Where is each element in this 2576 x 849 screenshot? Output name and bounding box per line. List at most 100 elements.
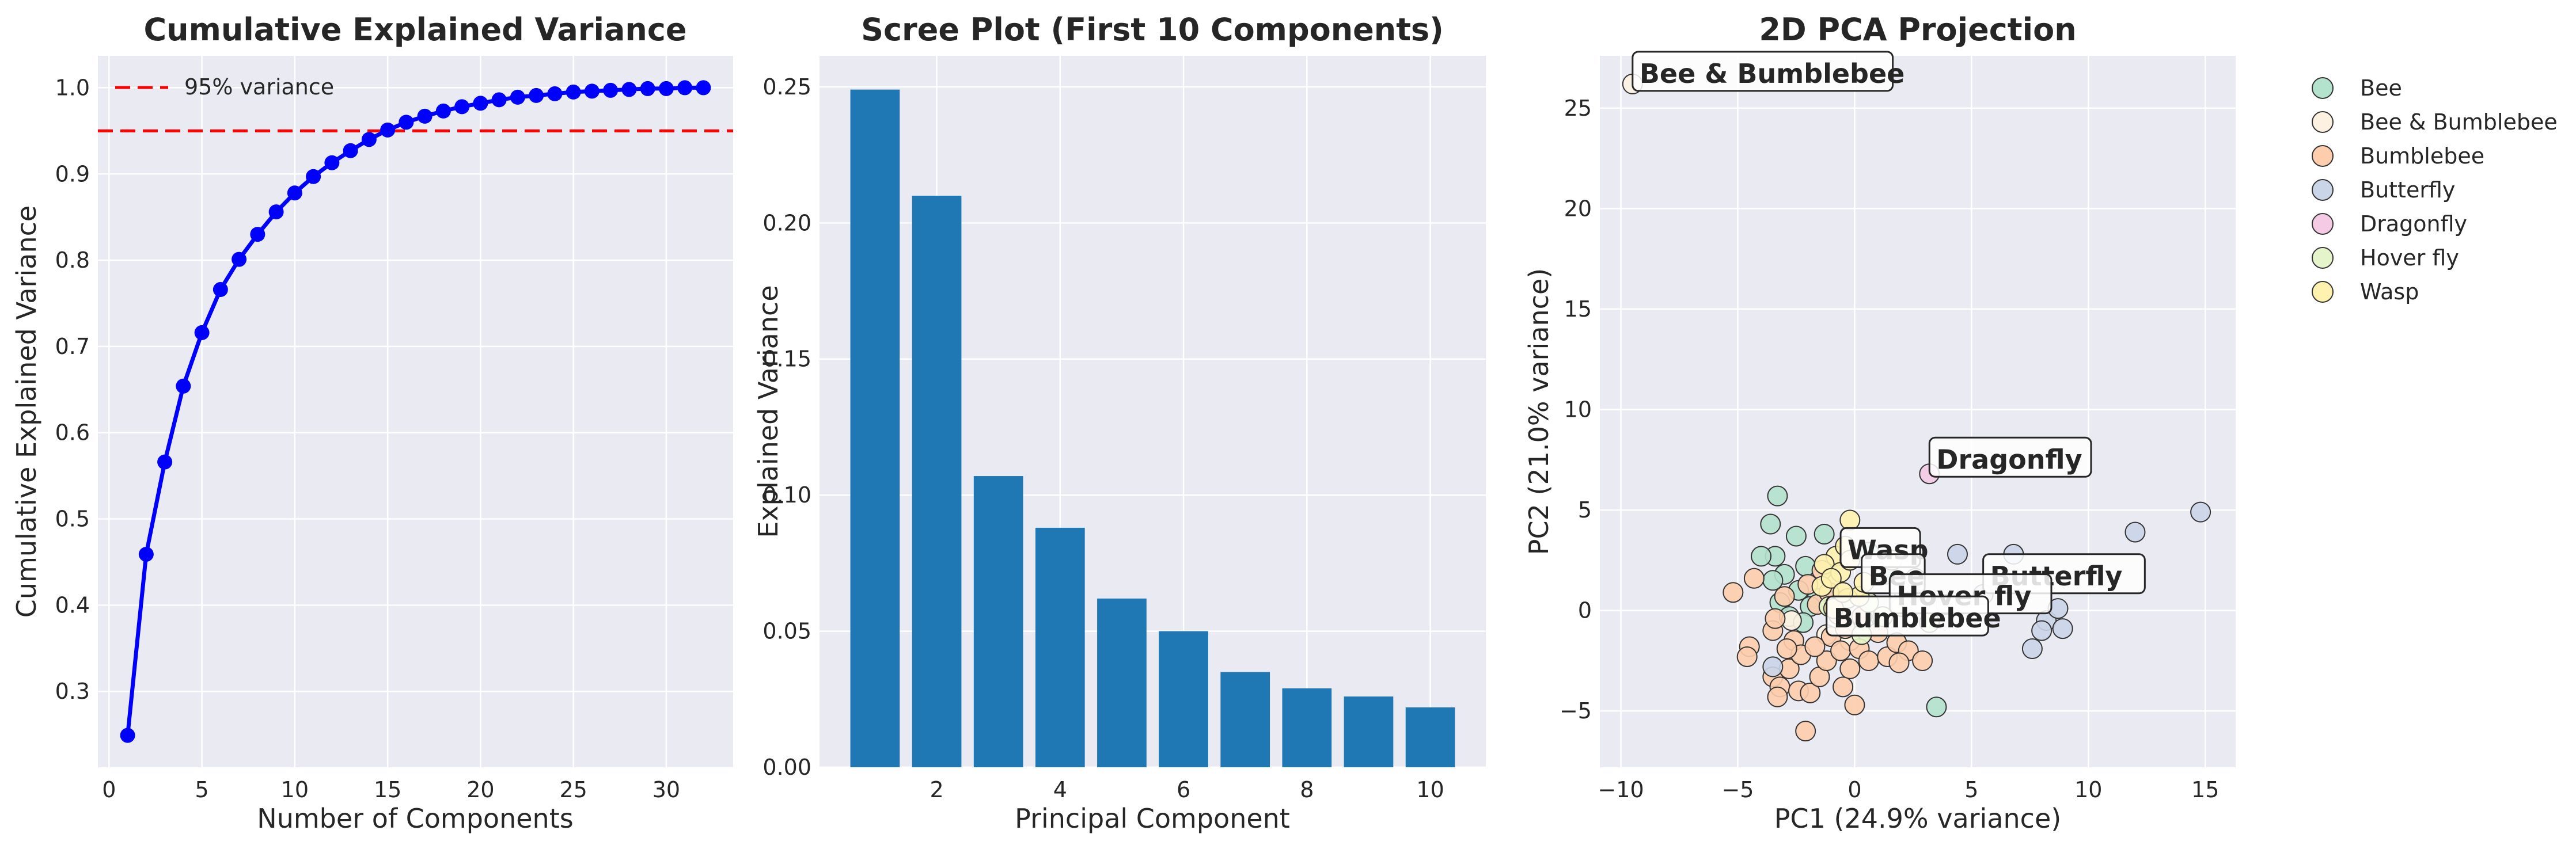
- annotation-box: [1826, 595, 1989, 637]
- point-butterfly: [2052, 618, 2073, 639]
- cumulative-variance-point: [361, 132, 377, 147]
- y-axis-label: Cumulative Explained Variance: [11, 205, 42, 618]
- y-tick-label: 0.15: [762, 347, 811, 372]
- y-axis-label: PC2 (21.0% variance): [1523, 268, 1554, 555]
- point-bee: [1760, 513, 1781, 535]
- y-tick-label: 25: [1564, 96, 1592, 121]
- cumulative-variance-point: [138, 546, 154, 562]
- y-tick-label: 0.8: [55, 248, 90, 273]
- point-butterfly: [2021, 638, 2043, 659]
- y-tick-label: 0.3: [55, 679, 90, 704]
- legend-label: Hover fly: [2360, 245, 2459, 271]
- legend-marker: [2312, 111, 2334, 133]
- point-wasp: [1820, 568, 1842, 589]
- bar-pc5: [1097, 598, 1147, 767]
- point-bumblebee: [1765, 608, 1786, 629]
- annotation-box: [1632, 51, 1894, 92]
- y-tick-labels: 0.00 0.05 0.10 0.15 0.20 0.25: [762, 74, 811, 780]
- cumulative-variance-point: [213, 282, 228, 298]
- x-tick-label: 6: [1177, 777, 1190, 802]
- point-bumblebee: [1816, 650, 1837, 671]
- y-tick-label: 5: [1578, 497, 1592, 523]
- x-tick-labels: −10 −5 0 5 10 15: [1598, 777, 2219, 802]
- legend-marker: [2312, 77, 2334, 99]
- point-butterfly: [1947, 543, 1968, 565]
- point-bee: [1926, 696, 1947, 718]
- y-tick-label: 0.9: [55, 161, 90, 186]
- cumulative-variance-point: [268, 204, 284, 220]
- category-legend: Bee Bee & Bumblebee Bumblebee Butterfly Drag…: [2312, 75, 2558, 304]
- cumulative-variance-point: [566, 84, 581, 100]
- point-bumblebee: [1804, 636, 1826, 657]
- x-tick-label: 5: [1964, 777, 1978, 802]
- legend: 95% variance: [115, 74, 334, 100]
- legend-marker: [2312, 179, 2334, 201]
- annotation-label: Bumblebee: [1834, 603, 2001, 634]
- y-tick-label: 15: [1564, 296, 1592, 322]
- cumulative-variance-point: [324, 155, 340, 170]
- point-bee: [1814, 523, 1835, 545]
- bar-pc8: [1282, 688, 1332, 767]
- cumulative-variance-point: [640, 81, 655, 96]
- legend-label: Bee & Bumblebee: [2360, 109, 2558, 135]
- x-tick-label: 30: [652, 777, 680, 802]
- point-bumblebee: [1736, 646, 1758, 667]
- cumulative-variance-point: [677, 80, 693, 96]
- bar-pc2: [912, 196, 962, 767]
- x-tick-label: 5: [195, 777, 209, 802]
- y-tick-label: 0.4: [55, 592, 90, 618]
- cumulative-variance-point: [343, 143, 358, 158]
- y-axis-label: Explained Variance: [753, 285, 784, 538]
- cumulative-variance-point: [417, 108, 433, 124]
- cumulative-variance-point: [287, 185, 302, 201]
- bar-pc3: [973, 476, 1023, 767]
- y-tick-label: 0: [1578, 598, 1592, 623]
- category-annotations: Bee & BumblebeeDragonflyWaspBeeButterfly…: [1632, 51, 2146, 637]
- legend-label: Butterfly: [2360, 177, 2455, 203]
- x-tick-label: 4: [1053, 777, 1067, 802]
- cumulative-variance-point: [157, 454, 173, 470]
- y-tick-label: 10: [1564, 397, 1592, 422]
- point-bee: [1751, 546, 1772, 567]
- bar-pc7: [1220, 672, 1270, 767]
- x-tick-label: 20: [466, 777, 494, 802]
- cumulative-variance-point: [621, 82, 637, 97]
- annotation-box: [1928, 436, 2092, 478]
- y-tick-label: 20: [1564, 196, 1592, 221]
- cumulative-variance-point: [658, 81, 674, 96]
- bar-pc6: [1159, 631, 1208, 767]
- legend-label: Dragonfly: [2360, 211, 2467, 237]
- cumulative-variance-markers: [120, 80, 711, 743]
- legend-marker: [2312, 281, 2334, 303]
- point-bumblebee: [1800, 682, 1821, 703]
- panel-pca-projection: Bee & BumblebeeDragonflyWaspBeeButterfly…: [1523, 12, 2236, 834]
- cumulative-variance-point: [584, 83, 600, 99]
- point-butterfly: [2190, 501, 2211, 523]
- cumulative-variance-point: [380, 122, 396, 138]
- legend-marker: [2312, 247, 2334, 269]
- x-tick-labels: 0 5 10 15 20 25 30: [102, 777, 680, 802]
- cumulative-variance-point: [306, 169, 321, 184]
- point-bumblebee: [1833, 676, 1854, 698]
- x-tick-label: −5: [1721, 777, 1754, 802]
- point-bumblebee: [1844, 694, 1865, 715]
- chart-title: Scree Plot (First 10 Components): [861, 12, 1444, 48]
- x-tick-label: 10: [2074, 777, 2102, 802]
- y-tick-label: 0.7: [55, 334, 90, 359]
- point-butterfly: [1762, 656, 1784, 677]
- x-tick-label: 2: [930, 777, 943, 802]
- bar-pc9: [1344, 696, 1394, 767]
- cumulative-variance-point: [194, 325, 210, 340]
- cumulative-variance-point: [120, 728, 135, 743]
- point-bumblebee: [1774, 586, 1795, 607]
- legend-label: Bee: [2360, 75, 2402, 101]
- plot-area: [98, 56, 733, 767]
- point-bumblebee: [1912, 650, 1933, 671]
- point-bumblebee: [1743, 568, 1765, 589]
- point-bumblebee: [1767, 686, 1788, 707]
- y-tick-labels: −5 0 5 10 15 20 25: [1560, 96, 1592, 724]
- x-axis-label: Number of Components: [257, 803, 573, 834]
- point-bee: [1762, 570, 1784, 591]
- legend-marker: [2312, 145, 2334, 167]
- legend-label: Bumblebee: [2360, 143, 2484, 169]
